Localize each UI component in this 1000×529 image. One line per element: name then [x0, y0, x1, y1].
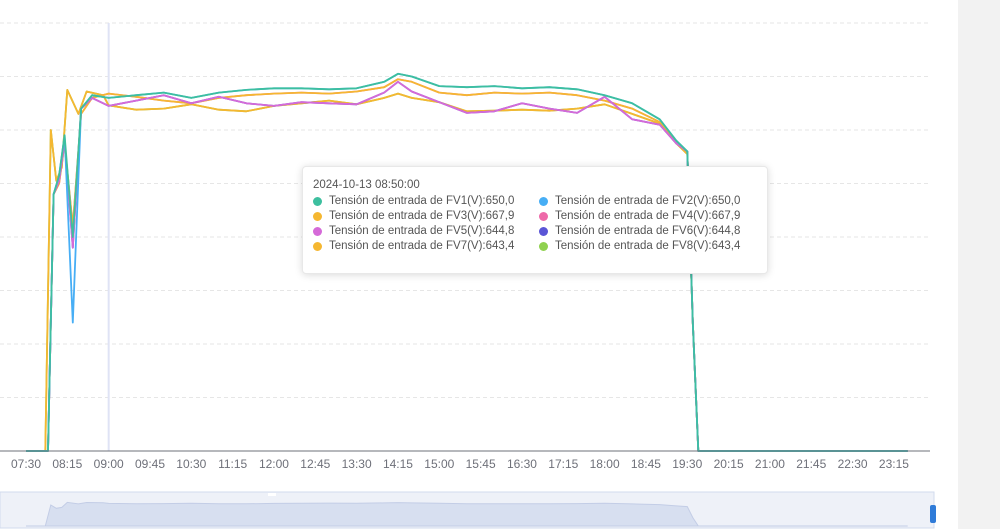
x-tick-label: 19:30 — [672, 457, 702, 471]
datazoom-preview-area — [26, 501, 908, 527]
tooltip-item-label: Tensión de entrada de FV4(V):667,9 — [555, 210, 741, 222]
x-tick-label: 17:15 — [548, 457, 578, 471]
x-tick-label: 11:15 — [218, 457, 247, 471]
legend-dot-icon — [313, 211, 322, 221]
x-tick-label: 18:00 — [590, 457, 620, 471]
x-tick-label: 15:45 — [466, 457, 496, 471]
tooltip-item-label: Tensión de entrada de FV3(V):667,9 — [329, 210, 515, 222]
legend-dot-icon — [539, 211, 548, 221]
x-tick-label: 12:45 — [300, 457, 330, 471]
tooltip-item-label: Tensión de entrada de FV2(V):650,0 — [555, 195, 741, 207]
tooltip-item: Tensión de entrada de FV3(V):667,9 — [313, 210, 539, 222]
x-tick-label: 16:30 — [507, 457, 537, 471]
legend-dot-icon — [313, 196, 322, 206]
tooltip-item-label: Tensión de entrada de FV5(V):644,8 — [329, 225, 515, 237]
x-tick-label: 07:30 — [11, 457, 41, 471]
legend-dot-icon — [539, 226, 548, 236]
x-tick-label: 22:30 — [838, 457, 868, 471]
x-tick-label: 08:15 — [52, 457, 82, 471]
x-tick-label: 20:15 — [714, 457, 744, 471]
x-tick-label: 18:45 — [631, 457, 661, 471]
tooltip-title: 2024-10-13 08:50:00 — [313, 179, 420, 191]
tooltip-item: Tensión de entrada de FV5(V):644,8 — [313, 225, 539, 237]
series-lines — [26, 72, 908, 452]
legend-dot-icon — [313, 241, 322, 251]
x-tick-label: 09:45 — [135, 457, 165, 471]
series-line-fv1 — [26, 72, 908, 452]
tooltip-item-label: Tensión de entrada de FV1(V):650,0 — [329, 195, 515, 207]
x-tick-label: 21:45 — [796, 457, 826, 471]
tooltip-items: Tensión de entrada de FV1(V):650,0 Tensió… — [313, 195, 757, 252]
tooltip-item-label: Tensión de entrada de FV7(V):643,4 — [329, 240, 515, 252]
x-tick-label: 09:00 — [94, 457, 124, 471]
x-tick-label: 21:00 — [755, 457, 785, 471]
x-tick-label: 13:30 — [342, 457, 372, 471]
x-axis: 07:30 08:15 09:00 09:45 10:30 11:15 12:00 12:45… — [0, 450, 930, 471]
series-line-fv7 — [26, 89, 908, 452]
x-tick-label: 23:15 — [879, 457, 909, 471]
x-tick-label: 12:00 — [259, 457, 289, 471]
tooltip-item-label: Tensión de entrada de FV6(V):644,8 — [555, 225, 741, 237]
right-panel — [958, 0, 1000, 529]
legend-dot-icon — [313, 226, 322, 236]
datazoom-slider[interactable] — [0, 491, 935, 529]
x-tick-label: 10:30 — [176, 457, 206, 471]
x-tick-label: 15:00 — [424, 457, 454, 471]
tooltip-item: Tensión de entrada de FV8(V):643,4 — [539, 240, 765, 252]
datazoom-grip — [268, 493, 276, 496]
legend-dot-icon — [539, 196, 548, 206]
tooltip-item-label: Tensión de entrada de FV8(V):643,4 — [555, 240, 741, 252]
tooltip: 2024-10-13 08:50:00 Tensión de entrada d… — [302, 166, 768, 274]
tooltip-item: Tensión de entrada de FV6(V):644,8 — [539, 225, 765, 237]
tooltip-item: Tensión de entrada de FV7(V):643,4 — [313, 240, 539, 252]
legend-dot-icon — [539, 241, 548, 251]
tooltip-item: Tensión de entrada de FV4(V):667,9 — [539, 210, 765, 222]
x-tick-label: 14:15 — [383, 457, 413, 471]
tooltip-item: Tensión de entrada de FV2(V):650,0 — [539, 195, 765, 207]
tooltip-item: Tensión de entrada de FV1(V):650,0 — [313, 195, 539, 207]
datazoom-handle[interactable] — [930, 505, 936, 523]
